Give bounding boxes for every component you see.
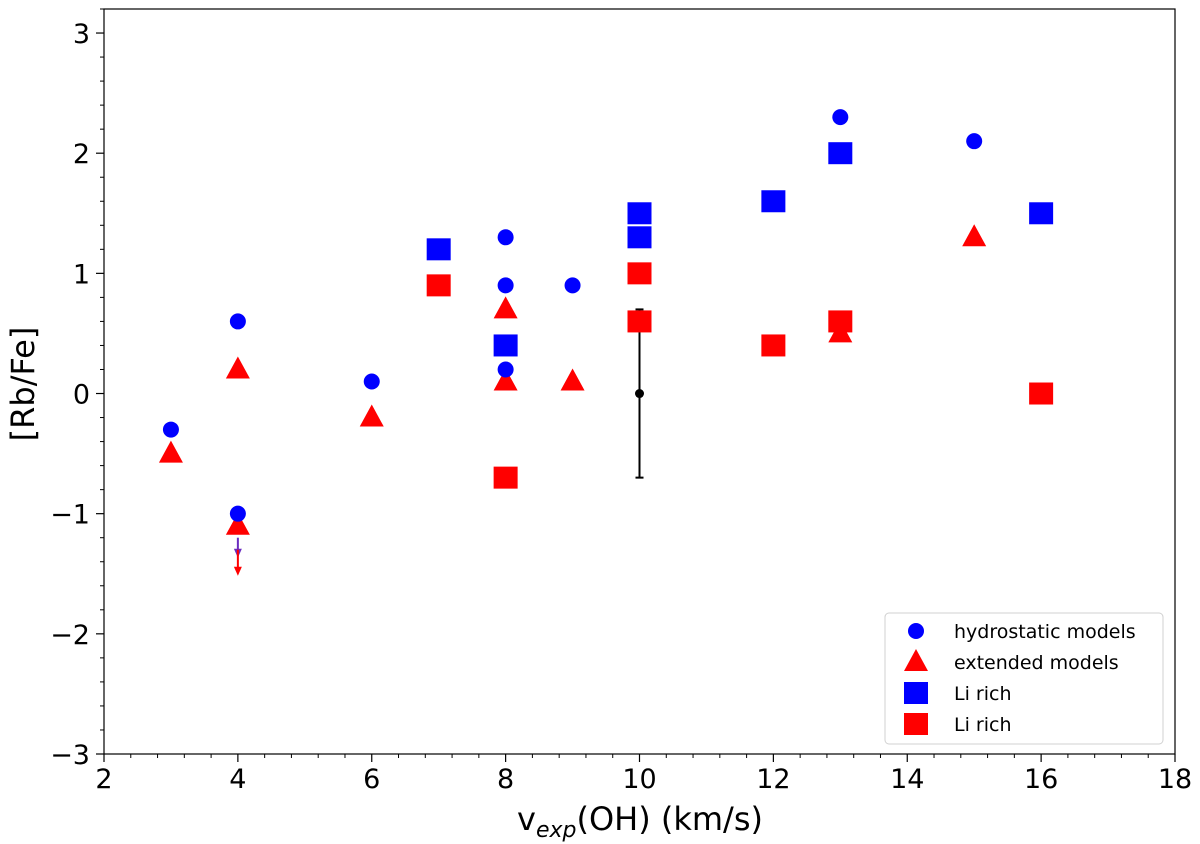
error-bar-point bbox=[635, 389, 644, 399]
x-tick-label: 6 bbox=[363, 764, 380, 795]
data-point bbox=[493, 466, 518, 489]
data-point bbox=[363, 373, 380, 390]
data-point bbox=[493, 296, 518, 319]
x-tick-label: 2 bbox=[95, 764, 112, 795]
data-point bbox=[1029, 202, 1054, 225]
x-tick-label: 16 bbox=[1024, 764, 1058, 795]
data-point bbox=[761, 190, 786, 213]
x-tick-label: 12 bbox=[756, 764, 790, 795]
legend-label: extended models bbox=[954, 652, 1119, 674]
data-point bbox=[627, 202, 652, 225]
data-point bbox=[627, 226, 652, 249]
x-axis-title-rest: (OH) (km/s) bbox=[576, 800, 763, 838]
data-point bbox=[497, 277, 514, 294]
legend-marker bbox=[904, 649, 928, 671]
legend: hydrostatic models extended models Li rich… bbox=[884, 612, 1164, 745]
y-tick-label: 1 bbox=[73, 259, 90, 290]
series-square-red bbox=[426, 262, 1054, 489]
x-tick-label: 8 bbox=[497, 764, 514, 795]
x-tick-label: 18 bbox=[1158, 764, 1192, 795]
y-tick-label: 0 bbox=[73, 380, 90, 411]
data-point bbox=[627, 310, 652, 333]
data-point bbox=[162, 421, 179, 438]
plot-marks bbox=[158, 109, 1054, 576]
y-tick-label: −1 bbox=[50, 500, 90, 531]
data-point bbox=[962, 224, 987, 247]
x-axis-title-main: v bbox=[517, 800, 536, 838]
x-axis-title-subscript: exp bbox=[536, 818, 577, 843]
plot-frame bbox=[103, 8, 1176, 755]
legend-marker bbox=[908, 623, 924, 639]
y-tick-label: −2 bbox=[50, 620, 90, 651]
data-point bbox=[426, 238, 451, 261]
y-axis-title: [Rb/Fe] bbox=[4, 327, 42, 442]
x-tick-label: 10 bbox=[622, 764, 656, 795]
data-point bbox=[560, 368, 585, 391]
upper-limit-arrow-head bbox=[233, 566, 242, 576]
legend-label: hydrostatic models bbox=[954, 621, 1136, 643]
data-point bbox=[832, 109, 849, 126]
data-point bbox=[158, 440, 183, 463]
data-point bbox=[229, 313, 246, 330]
data-point bbox=[426, 274, 451, 297]
data-point bbox=[497, 229, 514, 246]
data-point bbox=[1029, 382, 1054, 405]
legend-marker bbox=[904, 682, 928, 704]
data-point bbox=[229, 505, 246, 522]
series-square-blue bbox=[426, 142, 1054, 357]
data-point bbox=[493, 368, 518, 391]
legend-box bbox=[884, 612, 1164, 745]
data-point bbox=[828, 320, 853, 343]
x-tick-label: 14 bbox=[890, 764, 924, 795]
x-axis-title: vexp(OH) (km/s) bbox=[517, 800, 763, 843]
data-point bbox=[966, 133, 983, 150]
legend-label: Li rich bbox=[954, 683, 1011, 705]
data-point bbox=[828, 142, 853, 165]
data-point bbox=[225, 512, 250, 535]
series-circle-blue bbox=[162, 109, 983, 522]
axis-ticks bbox=[96, 8, 1176, 762]
series-triangle-red bbox=[158, 224, 987, 535]
y-tick-label: 2 bbox=[73, 139, 90, 170]
y-tick-label: 3 bbox=[73, 19, 90, 50]
data-point bbox=[627, 262, 652, 285]
x-tick-label: 4 bbox=[229, 764, 246, 795]
data-point bbox=[564, 277, 581, 294]
data-point bbox=[359, 404, 384, 427]
data-point bbox=[493, 334, 518, 357]
data-point bbox=[497, 361, 514, 378]
y-tick-label: −3 bbox=[50, 740, 90, 771]
legend-marker bbox=[904, 713, 928, 735]
legend-label: Li rich bbox=[954, 714, 1011, 736]
data-point bbox=[225, 356, 250, 379]
data-point bbox=[761, 334, 786, 357]
